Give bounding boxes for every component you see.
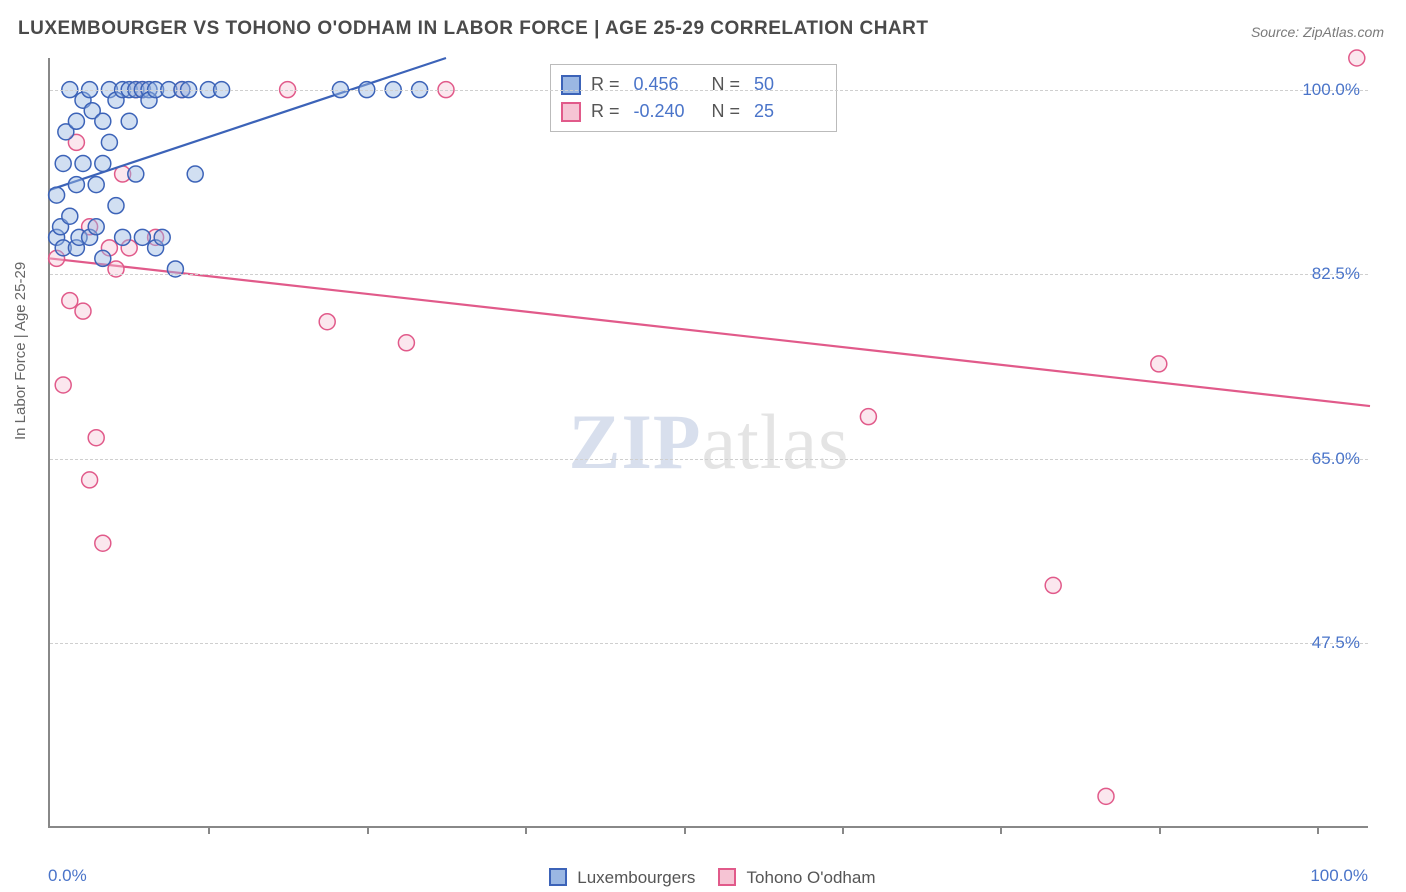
n-value-2: 25 [754,98,822,125]
series-swatch-2 [718,868,736,886]
r-label: R = [591,71,620,98]
y-axis-label: In Labor Force | Age 25-29 [12,262,29,440]
r-value-2: -0.240 [634,98,702,125]
n-value-1: 50 [754,71,822,98]
legend-swatch-2 [561,102,581,122]
legend-swatch-1 [561,75,581,95]
y-tick-label: 65.0% [1312,449,1360,469]
gridline [50,643,1368,644]
source-label: Source: ZipAtlas.com [1251,24,1384,40]
y-tick-label: 100.0% [1302,80,1360,100]
x-tick [1000,826,1002,834]
gridline [50,274,1368,275]
x-tick [842,826,844,834]
r-label: R = [591,98,620,125]
series-label-1: Luxembourgers [577,868,695,887]
x-tick [525,826,527,834]
gridline [50,459,1368,460]
correlation-legend: R = 0.456 N = 50 R = -0.240 N = 25 [550,64,837,132]
y-tick-label: 47.5% [1312,633,1360,653]
gridline [50,90,1368,91]
y-tick-label: 82.5% [1312,264,1360,284]
legend-row-2: R = -0.240 N = 25 [561,98,822,125]
r-value-1: 0.456 [634,71,702,98]
chart-title: LUXEMBOURGER VS TOHONO O'ODHAM IN LABOR … [18,18,928,40]
n-label: N = [712,71,741,98]
chart-svg [50,58,1368,826]
n-label: N = [712,98,741,125]
x-tick [208,826,210,834]
series-label-2: Tohono O'odham [747,868,876,887]
x-tick [684,826,686,834]
x-tick [1317,826,1319,834]
x-tick [1159,826,1161,834]
legend-row-1: R = 0.456 N = 50 [561,71,822,98]
x-tick [367,826,369,834]
series-legend: Luxembourgers Tohono O'odham [0,868,1406,888]
plot-area: ZIPatlas R = 0.456 N = 50 R = -0.240 N =… [48,58,1368,828]
series-swatch-1 [549,868,567,886]
